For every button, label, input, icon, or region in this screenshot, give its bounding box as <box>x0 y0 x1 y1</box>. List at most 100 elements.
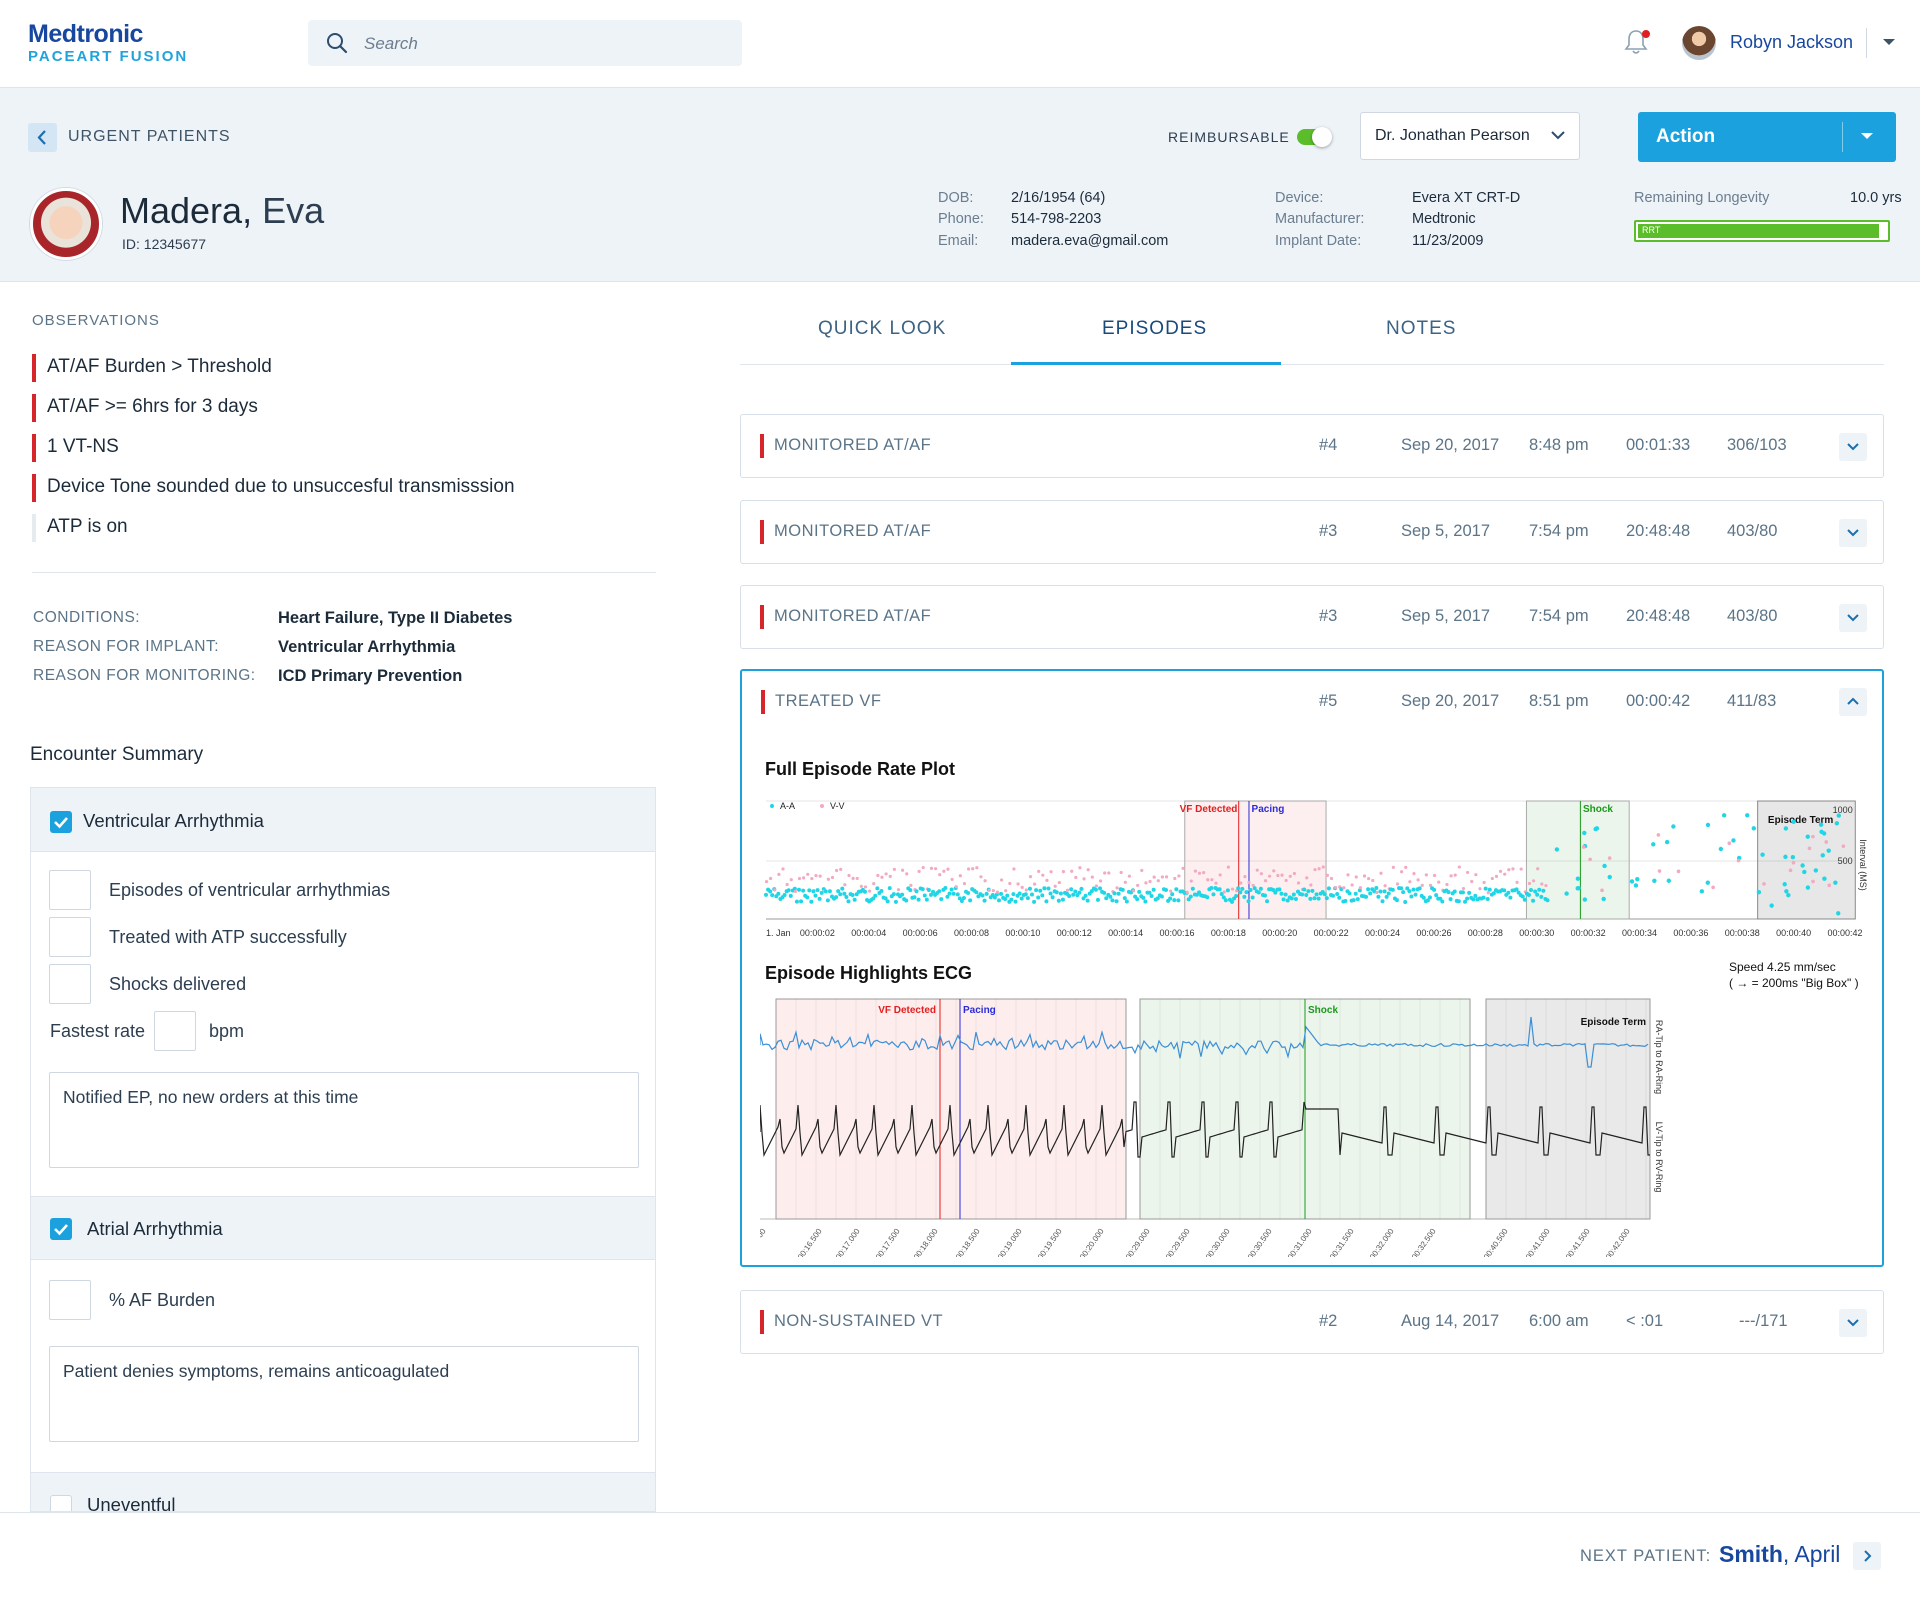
legend-aa-label: A-A <box>780 801 795 811</box>
breadcrumb-urgent-patients[interactable]: URGENT PATIENTS <box>68 128 231 145</box>
aa-point <box>1751 826 1757 831</box>
aa-point <box>1285 898 1290 903</box>
user-name[interactable]: Robyn Jackson <box>1730 32 1854 52</box>
back-button[interactable] <box>28 123 57 152</box>
expand-button[interactable] <box>1839 519 1867 547</box>
uneventful-checkbox[interactable] <box>50 1495 72 1511</box>
aa-point <box>1095 897 1100 902</box>
notification-bell-icon[interactable] <box>1624 28 1648 56</box>
episodes-count-input[interactable] <box>49 870 91 910</box>
vv-point <box>1478 887 1482 891</box>
episode-duration: 00:00:42 <box>1626 692 1691 710</box>
aa-point <box>1471 897 1476 902</box>
aa-point <box>1826 848 1831 853</box>
aa-point <box>1324 896 1329 901</box>
af-burden-input[interactable] <box>49 1280 91 1320</box>
vv-point <box>1012 867 1016 871</box>
expand-button[interactable] <box>1839 433 1867 461</box>
pacing-marker-label: Pacing <box>963 1005 996 1016</box>
atrial-note-text: Patient denies symptoms, remains anticoa… <box>63 1361 450 1381</box>
vv-point <box>1164 875 1169 879</box>
chevron-down-icon[interactable] <box>1860 132 1874 141</box>
alert-marker <box>760 520 764 544</box>
aa-point <box>997 898 1002 903</box>
vv-point <box>1470 879 1474 884</box>
aa-point <box>1602 863 1607 869</box>
collapse-button[interactable] <box>1839 688 1867 716</box>
aa-point <box>764 892 768 897</box>
aa-point <box>1533 889 1538 894</box>
shocks-count-input[interactable] <box>49 964 91 1004</box>
atrial-section-header: Atrial Arrhythmia <box>31 1196 655 1260</box>
aa-point <box>1120 887 1125 892</box>
fastest-rate-label: Fastest rate <box>50 1021 146 1041</box>
tab-quick-look[interactable]: QUICK LOOK <box>818 318 947 339</box>
next-patient-button[interactable] <box>1853 1542 1881 1570</box>
action-button[interactable]: Action <box>1638 112 1896 162</box>
user-avatar[interactable] <box>1682 26 1716 60</box>
ventricular-notes-textarea[interactable]: Notified EP, no new orders at this time <box>49 1072 639 1168</box>
vv-point <box>1581 845 1586 849</box>
implant-date-label: Implant Date: <box>1275 233 1362 249</box>
episode-card[interactable]: MONITORED AT/AF #3 Sep 5, 2017 7:54 pm 2… <box>740 585 1884 649</box>
episode-card-expanded[interactable]: TREATED VF #5 Sep 20, 2017 8:51 pm 00:00… <box>740 669 1884 1267</box>
aa-point <box>1522 897 1527 902</box>
aa-point <box>1394 898 1399 903</box>
aa-point <box>813 893 818 898</box>
next-patient-label: NEXT PATIENT: <box>1580 1547 1712 1565</box>
vv-point <box>1841 844 1846 848</box>
ecg-strip <box>1485 998 1651 1220</box>
aa-point <box>1564 891 1569 896</box>
reimbursable-toggle[interactable] <box>1297 127 1332 147</box>
search-input[interactable]: Search <box>308 20 742 66</box>
vv-point <box>1288 874 1292 878</box>
aa-point <box>807 888 812 893</box>
fastest-rate-input[interactable] <box>154 1011 196 1051</box>
aa-point <box>1151 887 1156 892</box>
observation-text: AT/AF >= 6hrs for 3 days <box>47 396 258 417</box>
episode-card[interactable]: NON-SUSTAINED VT #2 Aug 14, 2017 6:00 am… <box>740 1290 1884 1354</box>
aa-point <box>1246 899 1251 904</box>
vv-point <box>1255 868 1259 872</box>
vv-point <box>793 889 797 894</box>
episode-type: MONITORED AT/AF <box>774 436 932 454</box>
episode-card[interactable]: MONITORED AT/AF #3 Sep 5, 2017 7:54 pm 2… <box>740 500 1884 564</box>
aa-point <box>1417 886 1422 891</box>
next-patient-name[interactable]: Smith, April <box>1719 1541 1841 1567</box>
ecg-time-label: 00:00:19.000 <box>989 1227 1023 1257</box>
aa-point <box>1805 885 1811 890</box>
tab-notes[interactable]: NOTES <box>1386 318 1457 339</box>
tab-episodes[interactable]: EPISODES <box>1102 318 1208 339</box>
vv-point <box>1490 876 1494 881</box>
atrial-notes-textarea[interactable]: Patient denies symptoms, remains anticoa… <box>49 1346 639 1442</box>
vv-point <box>818 874 822 878</box>
vv-point <box>1511 867 1515 871</box>
action-button-label: Action <box>1656 126 1716 147</box>
aa-point <box>1240 886 1245 891</box>
expand-button[interactable] <box>1839 1309 1867 1337</box>
vv-point <box>851 876 855 881</box>
aa-point <box>1745 813 1750 818</box>
chevron-down-icon[interactable] <box>1882 38 1896 47</box>
aa-point <box>1452 889 1457 894</box>
episode-date: Sep 20, 2017 <box>1401 692 1500 710</box>
atrial-checkbox[interactable] <box>50 1218 72 1240</box>
aa-point <box>943 886 948 891</box>
episode-type: MONITORED AT/AF <box>774 522 932 540</box>
aa-point <box>1314 892 1319 897</box>
atp-count-input[interactable] <box>49 917 91 957</box>
ecg-time-label: 00:00:41.000 <box>1517 1227 1551 1257</box>
aa-point <box>1554 847 1560 852</box>
aa-point <box>782 892 787 897</box>
episode-card[interactable]: MONITORED AT/AF #4 Sep 20, 2017 8:48 pm … <box>740 414 1884 478</box>
expand-button[interactable] <box>1839 604 1867 632</box>
brand-logo[interactable]: Medtronic <box>28 20 143 48</box>
doctor-select[interactable]: Dr. Jonathan Pearson <box>1360 112 1580 160</box>
aa-point <box>1427 895 1432 900</box>
ventricular-checkbox[interactable] <box>50 811 72 833</box>
notification-dot <box>1642 30 1650 38</box>
vv-point <box>1160 875 1165 879</box>
vv-point <box>1807 846 1812 851</box>
aa-point <box>1407 889 1412 894</box>
ecg-time-label: 00:00:29.500 <box>1157 1227 1191 1257</box>
